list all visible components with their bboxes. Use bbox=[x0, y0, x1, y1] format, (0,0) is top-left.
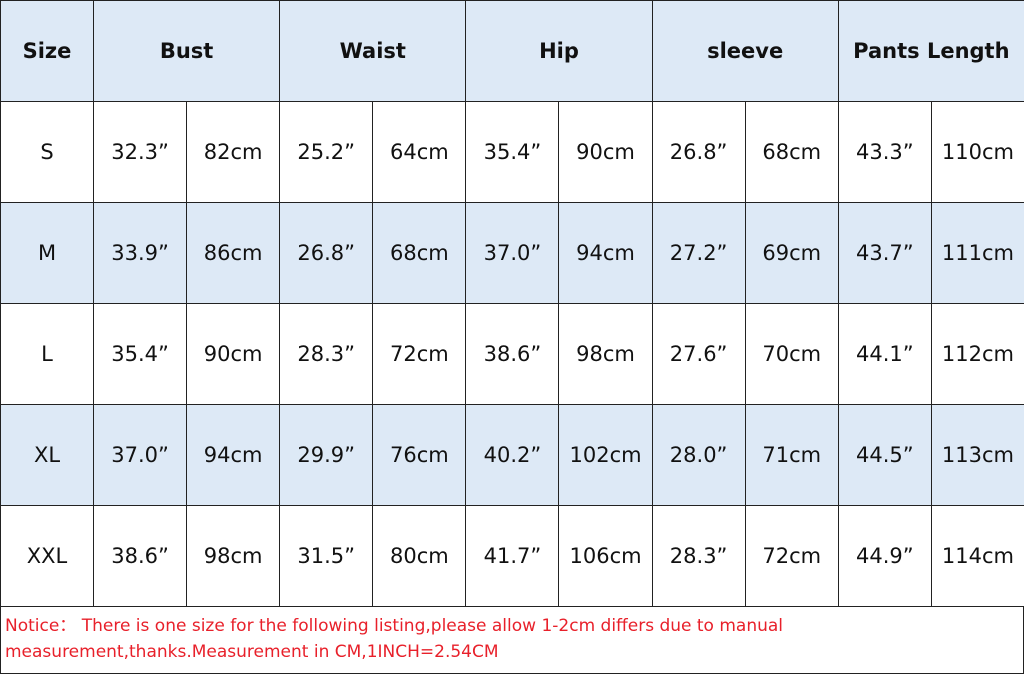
value-cell: 94cm bbox=[558, 202, 653, 304]
value-cell: 86cm bbox=[186, 202, 281, 304]
value-cell: 90cm bbox=[186, 303, 281, 405]
value-cell: 44.9” bbox=[837, 505, 932, 607]
value-cell: 98cm bbox=[186, 505, 281, 607]
value-cell: 90cm bbox=[558, 101, 653, 203]
value-cell: 102cm bbox=[558, 404, 653, 506]
value-cell: 35.4” bbox=[465, 101, 560, 203]
value-cell: 70cm bbox=[744, 303, 839, 405]
value-cell: 26.8” bbox=[279, 202, 374, 304]
table-row: XL 37.0” 94cm 29.9” 76cm 40.2” 102cm 28.0” 71cm 4… bbox=[0, 404, 1024, 506]
value-cell: 94cm bbox=[186, 404, 281, 506]
header-cell: sleeve bbox=[651, 0, 839, 102]
header-cell: Pants Length bbox=[837, 0, 1024, 102]
value-cell: 43.3” bbox=[837, 101, 932, 203]
value-cell: 38.6” bbox=[92, 505, 188, 607]
value-cell: 33.9” bbox=[92, 202, 188, 304]
value-cell: 71cm bbox=[744, 404, 839, 506]
value-cell: 29.9” bbox=[279, 404, 374, 506]
table-row: L 35.4” 90cm 28.3” 72cm 38.6” 98cm 27.6” 70cm 44.… bbox=[0, 303, 1024, 405]
value-cell: 32.3” bbox=[92, 101, 188, 203]
value-cell: 44.1” bbox=[837, 303, 932, 405]
value-cell: 113cm bbox=[930, 404, 1024, 506]
value-cell: 37.0” bbox=[92, 404, 188, 506]
value-cell: 27.2” bbox=[651, 202, 746, 304]
value-cell: 114cm bbox=[930, 505, 1024, 607]
value-cell: 35.4” bbox=[92, 303, 188, 405]
notice: Notice： There is one size for the follow… bbox=[0, 607, 1024, 674]
value-cell: 27.6” bbox=[651, 303, 746, 405]
value-cell: 68cm bbox=[372, 202, 467, 304]
header-cell: Bust bbox=[92, 0, 281, 102]
notice-line-1: Notice： There is one size for the follow… bbox=[5, 616, 784, 636]
value-cell: 25.2” bbox=[279, 101, 374, 203]
value-cell: 28.0” bbox=[651, 404, 746, 506]
size-cell: M bbox=[0, 202, 94, 304]
table-row: M 33.9” 86cm 26.8” 68cm 37.0” 94cm 27.2” 69cm 43.… bbox=[0, 202, 1024, 304]
value-cell: 43.7” bbox=[837, 202, 932, 304]
notice-line-2: measurement,thanks.Measurement in CM,1IN… bbox=[5, 642, 499, 662]
value-cell: 110cm bbox=[930, 101, 1024, 203]
value-cell: 80cm bbox=[372, 505, 467, 607]
size-cell: S bbox=[0, 101, 94, 203]
header-row: Size Bust Waist Hip sleeve Pants Length bbox=[0, 0, 1024, 102]
size-chart-table: Size Bust Waist Hip sleeve Pants Length S 32.3”… bbox=[0, 0, 1024, 607]
table-row: S 32.3” 82cm 25.2” 64cm 35.4” 90cm 26.8” 68cm 43.… bbox=[0, 101, 1024, 203]
value-cell: 40.2” bbox=[465, 404, 560, 506]
value-cell: 69cm bbox=[744, 202, 839, 304]
header-cell: Waist bbox=[279, 0, 467, 102]
value-cell: 44.5” bbox=[837, 404, 932, 506]
value-cell: 31.5” bbox=[279, 505, 374, 607]
value-cell: 106cm bbox=[558, 505, 653, 607]
value-cell: 82cm bbox=[186, 101, 281, 203]
size-cell: L bbox=[0, 303, 94, 405]
value-cell: 41.7” bbox=[465, 505, 560, 607]
value-cell: 72cm bbox=[372, 303, 467, 405]
value-cell: 98cm bbox=[558, 303, 653, 405]
value-cell: 68cm bbox=[744, 101, 839, 203]
value-cell: 26.8” bbox=[651, 101, 746, 203]
size-cell: XL bbox=[0, 404, 94, 506]
size-cell: XXL bbox=[0, 505, 94, 607]
table-row: XXL 38.6” 98cm 31.5” 80cm 41.7” 106cm 28.3” 72cm… bbox=[0, 505, 1024, 607]
value-cell: 37.0” bbox=[465, 202, 560, 304]
header-cell: Hip bbox=[465, 0, 653, 102]
value-cell: 111cm bbox=[930, 202, 1024, 304]
value-cell: 28.3” bbox=[279, 303, 374, 405]
header-cell: Size bbox=[0, 0, 94, 102]
value-cell: 28.3” bbox=[651, 505, 746, 607]
value-cell: 112cm bbox=[930, 303, 1024, 405]
value-cell: 64cm bbox=[372, 101, 467, 203]
value-cell: 76cm bbox=[372, 404, 467, 506]
value-cell: 72cm bbox=[744, 505, 839, 607]
value-cell: 38.6” bbox=[465, 303, 560, 405]
